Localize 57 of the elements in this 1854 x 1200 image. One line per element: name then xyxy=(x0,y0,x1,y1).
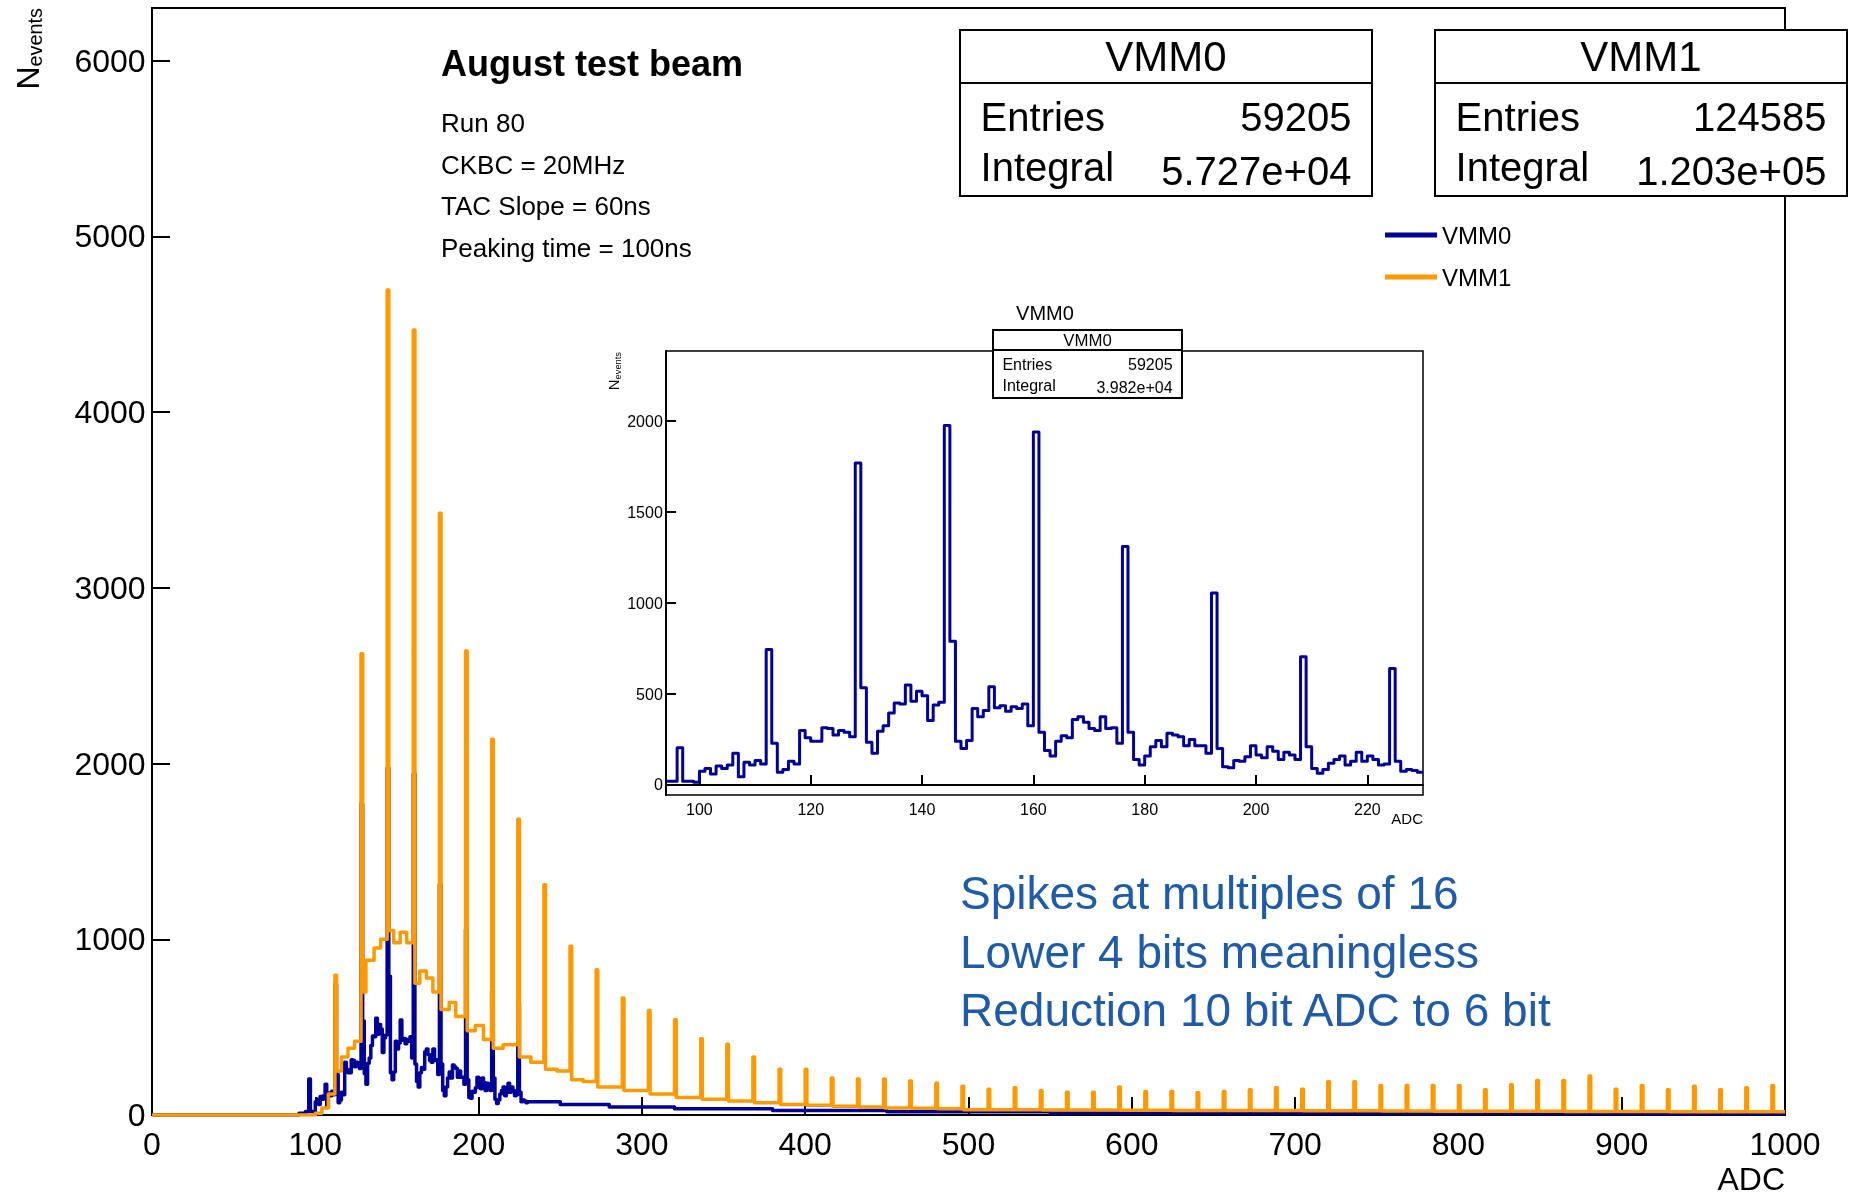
y-tick-label: 6000 xyxy=(74,42,146,79)
y-tick-label: 1000 xyxy=(74,921,146,958)
x-tick-label: 400 xyxy=(778,1125,832,1162)
annotation: Integral xyxy=(1002,377,1056,395)
x-tick-label: 900 xyxy=(1595,1125,1649,1162)
annotation: Integral xyxy=(980,144,1115,189)
y-tick-label: 0 xyxy=(653,776,663,794)
annotation: 124585 xyxy=(1692,94,1827,139)
annotation: 5.727e+04 xyxy=(1161,149,1352,194)
x-tick-label: 100 xyxy=(686,800,713,818)
chart-title: VMM0 xyxy=(1016,302,1074,324)
x-tick-label: 200 xyxy=(451,1125,506,1162)
annotation: CKBC = 20MHz xyxy=(441,149,626,180)
x-tick-label: 100 xyxy=(288,1125,342,1162)
annotation: Reduction 10 bit ADC to 6 bit xyxy=(960,984,1551,1036)
annotation: VMM1 xyxy=(1580,33,1702,80)
annotation: Spikes at multiples of 16 xyxy=(960,867,1459,919)
y-tick-label: 5000 xyxy=(74,218,146,255)
legend-label: VMM1 xyxy=(1442,263,1512,291)
y-tick-label: 0 xyxy=(127,1097,146,1133)
y-tick-label: 3000 xyxy=(74,569,146,606)
text: August test beam xyxy=(441,42,744,84)
x-tick-label: 120 xyxy=(797,800,825,818)
y-tick-label: 4000 xyxy=(74,394,146,431)
annotation: 59205 xyxy=(1128,355,1173,373)
x-tick-label: 200 xyxy=(1242,800,1270,818)
x-tick-label: 800 xyxy=(1431,1125,1486,1162)
annotation: VMM0 xyxy=(1063,330,1112,350)
y-tick-label: 2000 xyxy=(627,412,663,430)
y-tick-label: 500 xyxy=(636,685,663,703)
x-tick-label: 600 xyxy=(1105,1125,1159,1162)
x-axis-title: ADC xyxy=(1391,809,1424,827)
y-tick-label: 1000 xyxy=(627,594,663,612)
x-tick-label: 220 xyxy=(1353,800,1381,818)
annotation: TAC Slope = 60ns xyxy=(441,191,651,221)
x-tick-label: 180 xyxy=(1131,800,1159,818)
annotation: Run 80 xyxy=(441,108,525,138)
x-tick-label: 160 xyxy=(1020,800,1047,818)
legend-label: VMM0 xyxy=(1442,221,1512,249)
y-tick-label: 2000 xyxy=(74,745,146,782)
annotation: Peaking time = 100ns xyxy=(441,232,692,263)
annotation: Entries xyxy=(1002,355,1053,373)
x-tick-label: 700 xyxy=(1268,1125,1322,1162)
annotation: Entries xyxy=(980,94,1106,139)
x-tick-label: 300 xyxy=(615,1125,669,1162)
annotation: Integral xyxy=(1455,144,1590,189)
annotation: VMM0 xyxy=(1105,33,1227,80)
x-tick-label: 140 xyxy=(908,800,936,818)
x-axis-title: ADC xyxy=(1717,1161,1785,1197)
x-tick-label: 500 xyxy=(941,1125,996,1162)
y-tick-label: 1500 xyxy=(627,503,663,521)
annotation: 1.203e+05 xyxy=(1636,149,1827,194)
x-tick-label: 1000 xyxy=(1749,1125,1821,1162)
annotation: Lower 4 bits meaningless xyxy=(960,925,1480,978)
annotation: Entries xyxy=(1455,94,1581,139)
annotation: 3.982e+04 xyxy=(1096,378,1173,396)
annotation: 59205 xyxy=(1240,94,1352,139)
